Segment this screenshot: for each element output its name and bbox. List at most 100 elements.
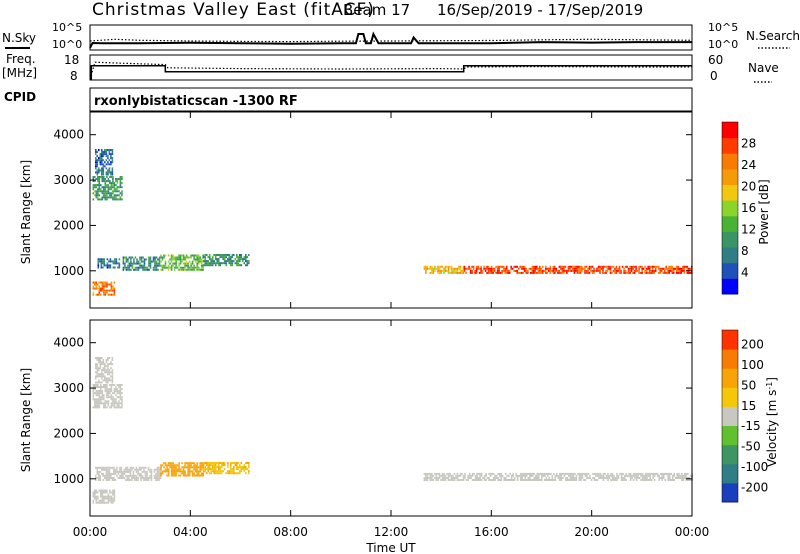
power-cell [109, 258, 112, 261]
power-cell [154, 268, 156, 271]
power-cell [121, 194, 123, 197]
power-cell [228, 262, 231, 265]
velocity-cell [529, 477, 531, 479]
power-cell [514, 265, 517, 268]
velocity-cell [191, 466, 194, 469]
power-cell [160, 260, 162, 263]
power-cell [465, 271, 467, 274]
velocity-cell [467, 479, 469, 481]
power-cell [531, 265, 534, 268]
velocity-cell [101, 489, 104, 492]
power-cell [587, 267, 589, 270]
velocity-cell [449, 472, 451, 475]
power-cell [104, 161, 106, 164]
velocity-cell [479, 474, 481, 477]
velocity-cell [231, 472, 234, 475]
power-cell [157, 264, 159, 267]
velocity-cell [113, 402, 116, 405]
power-cell [113, 289, 116, 292]
power-cell [246, 256, 249, 259]
velocity-cell [108, 468, 111, 471]
power-cell [437, 269, 439, 272]
velocity-cell [129, 470, 132, 473]
velocity-cell [230, 472, 232, 475]
power-cell [136, 258, 138, 261]
velocity-cell [196, 472, 198, 475]
power-cell [99, 155, 102, 158]
velocity-cell [129, 468, 132, 471]
power-cell [134, 266, 137, 269]
power-cell [207, 256, 209, 259]
velocity-cell [431, 477, 433, 479]
velocity-cell [488, 477, 490, 479]
velocity-cell [604, 472, 606, 475]
velocity-cell [566, 477, 569, 479]
power-cell [103, 287, 105, 290]
velocity-cell [559, 472, 561, 475]
velocity-cell [435, 472, 438, 475]
velocity-cell [227, 462, 229, 464]
power-colorbar-swatch [722, 168, 738, 185]
velocity-cell [132, 472, 135, 475]
power-cell [686, 271, 689, 274]
power-cell [122, 266, 125, 269]
power-cell [615, 271, 618, 274]
velocity-cell [97, 384, 99, 386]
velocity-cell [536, 477, 539, 479]
velocity-cell [115, 398, 117, 401]
velocity-cell [101, 381, 103, 384]
power-cell [462, 265, 465, 268]
velocity-cell [571, 479, 573, 481]
velocity-cell [184, 466, 186, 469]
power-cell [95, 171, 97, 174]
power-cell [104, 165, 106, 168]
velocity-cell [111, 375, 114, 378]
power-cell [219, 262, 221, 265]
velocity-cell [135, 468, 138, 471]
power-cell [106, 283, 108, 286]
power-cell [648, 269, 651, 272]
power-cell [107, 184, 110, 187]
velocity-cell [236, 466, 238, 469]
velocity-cell [115, 390, 117, 393]
velocity-cell [103, 501, 105, 504]
velocity-cell [246, 462, 249, 464]
power-cell [127, 258, 129, 261]
power-cell [469, 269, 472, 272]
velocity-cell [202, 466, 204, 469]
power-cell [452, 271, 454, 274]
power-cell [100, 188, 102, 191]
power-cell [578, 267, 580, 270]
power-cell [111, 161, 114, 164]
power-cell [119, 196, 122, 199]
velocity-cell [175, 466, 177, 469]
power-cell [453, 267, 456, 270]
power-cell [444, 269, 447, 272]
velocity-cell [222, 462, 224, 464]
power-cell [489, 271, 491, 274]
velocity-cell [95, 371, 97, 374]
power-cell [633, 269, 636, 272]
power-cell [105, 163, 108, 166]
power-cell [92, 285, 95, 288]
power-cell [110, 293, 113, 296]
velocity-cell [125, 479, 127, 481]
power-cell [105, 264, 107, 267]
velocity-cell [98, 394, 101, 397]
power-cell [185, 254, 188, 257]
velocity-cell [623, 477, 626, 479]
velocity-cell [92, 384, 95, 386]
velocity-cell [101, 390, 104, 393]
velocity-cell [107, 468, 109, 471]
power-cell [204, 262, 206, 265]
velocity-cell [178, 464, 180, 467]
power-cell [199, 260, 201, 263]
power-cell [686, 265, 689, 268]
power-cell [96, 159, 99, 162]
velocity-cell [628, 474, 630, 477]
power-cell [103, 188, 105, 191]
power-cell [172, 264, 174, 267]
velocity-cell [104, 495, 107, 498]
velocity-cell [684, 477, 686, 479]
velocity-cell [173, 468, 176, 471]
